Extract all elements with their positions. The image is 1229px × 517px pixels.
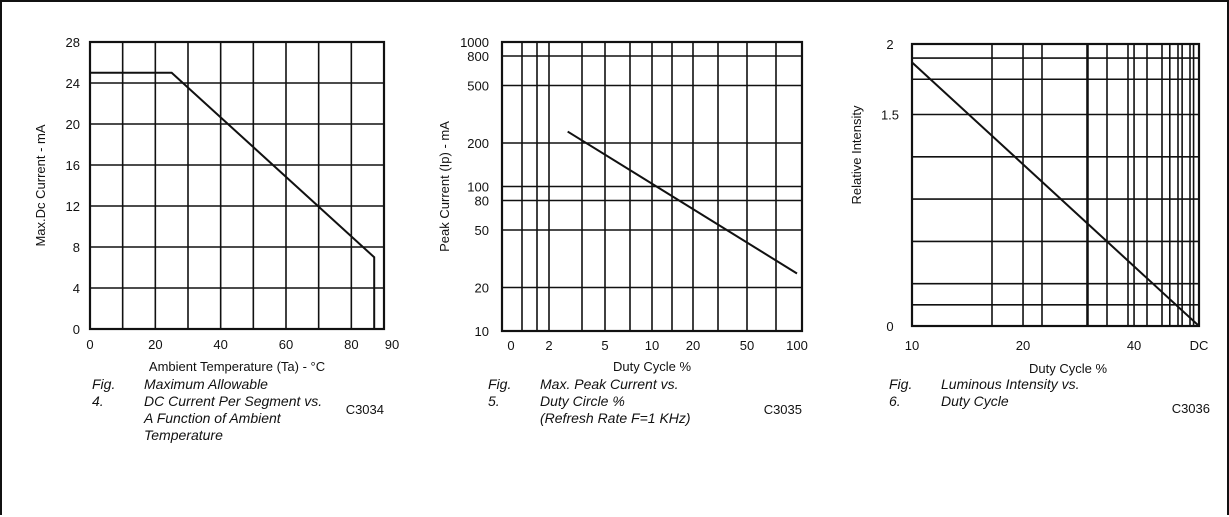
- y-tick-label: 24: [66, 76, 80, 91]
- figure-5-number: Fig. 5.: [488, 376, 512, 409]
- x-tick-label: 5: [601, 338, 608, 353]
- y-tick-label: 12: [66, 199, 80, 214]
- x-tick-label: 20: [1016, 338, 1030, 353]
- y-tick-label: 0: [73, 322, 80, 337]
- plot-frame: [910, 42, 1201, 328]
- y-tick-label: 2: [886, 37, 893, 52]
- x-tick-label: 50: [740, 338, 754, 353]
- peak-current-curve: [567, 130, 798, 275]
- y-axis-label: Max.Dc Current - mA: [33, 124, 48, 246]
- figure-6-number: Fig. 6.: [889, 376, 913, 409]
- x-axis-label: Duty Cycle %: [613, 359, 691, 374]
- x-tick-label: 20: [686, 338, 700, 353]
- y-tick-label: 50: [475, 223, 489, 238]
- figure-5-caption-line: (Refresh Rate F=1 KHz): [540, 410, 691, 426]
- x-tick-label: 60: [279, 337, 293, 352]
- intensity-curve: [911, 61, 1200, 327]
- x-tick-label: 80: [344, 337, 358, 352]
- x-tick-label: DC: [1190, 338, 1209, 353]
- y-tick-label: 100: [467, 180, 489, 195]
- y-tick-label: 1.5: [881, 108, 899, 123]
- y-tick-label: 20: [475, 281, 489, 296]
- y-tick-label: 80: [475, 194, 489, 209]
- y-tick-label: 0: [886, 319, 893, 334]
- figure-5-caption-line: Max. Peak Current vs.: [540, 376, 679, 392]
- y-tick-label: 1000: [460, 35, 489, 50]
- x-axis-label: Ambient Temperature (Ta) - °C: [149, 359, 325, 374]
- x-tick-label: 0: [507, 338, 514, 353]
- y-tick-label: 8: [73, 240, 80, 255]
- x-tick-label: 90: [385, 337, 399, 352]
- y-axis-label: Relative Intensity: [849, 105, 864, 204]
- x-tick-label: 20: [148, 337, 162, 352]
- y-tick-label: 20: [66, 117, 80, 132]
- x-tick-label: 10: [905, 338, 919, 353]
- plot-frame: [88, 40, 386, 331]
- figure-4-number: Fig. 4.: [92, 376, 116, 409]
- x-tick-label: 40: [1127, 338, 1141, 353]
- figure-code: C3036: [1172, 401, 1210, 416]
- y-tick-label: 28: [66, 35, 80, 50]
- y-tick-label: 4: [73, 281, 80, 296]
- y-axis-label: Peak Current (Ip) - mA: [437, 121, 452, 252]
- derating-curve: [90, 71, 376, 329]
- y-tick-label: 200: [467, 136, 489, 151]
- x-axis-label: Duty Cycle %: [1029, 361, 1107, 376]
- x-tick-label: 10: [645, 338, 659, 353]
- plot-frame: [500, 40, 804, 333]
- figure-4-caption-line: A Function of Ambient: [144, 410, 281, 426]
- figure-code: C3034: [346, 402, 384, 417]
- y-tick-label: 10: [475, 324, 489, 339]
- figure-code: C3035: [764, 402, 802, 417]
- x-tick-label: 0: [86, 337, 93, 352]
- figure-5-caption-line: Duty Circle %: [540, 393, 625, 409]
- figure-4-caption-line: Temperature: [144, 427, 223, 443]
- y-tick-label: 500: [467, 78, 489, 93]
- figure-6-caption-line: Duty Cycle: [941, 393, 1009, 409]
- figure-4-caption-line: DC Current Per Segment vs.: [144, 393, 323, 409]
- y-tick-label: 800: [467, 49, 489, 64]
- x-tick-label: 100: [786, 338, 808, 353]
- x-tick-label: 2: [545, 338, 552, 353]
- x-tick-label: 40: [213, 337, 227, 352]
- y-tick-label: 16: [66, 158, 80, 173]
- figure-6-caption-line: Luminous Intensity vs.: [941, 376, 1080, 392]
- figure-4-caption-line: Maximum Allowable: [144, 376, 268, 392]
